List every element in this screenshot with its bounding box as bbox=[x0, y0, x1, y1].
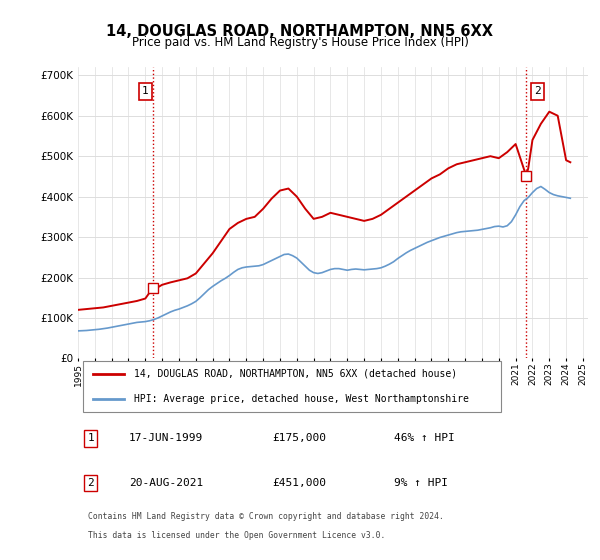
Text: HPI: Average price, detached house, West Northamptonshire: HPI: Average price, detached house, West… bbox=[134, 394, 469, 404]
FancyBboxPatch shape bbox=[83, 361, 502, 412]
Text: 17-JUN-1999: 17-JUN-1999 bbox=[129, 433, 203, 443]
Text: 46% ↑ HPI: 46% ↑ HPI bbox=[394, 433, 455, 443]
Text: 1: 1 bbox=[142, 86, 149, 96]
Text: £451,000: £451,000 bbox=[272, 478, 326, 488]
Text: 14, DOUGLAS ROAD, NORTHAMPTON, NN5 6XX (detached house): 14, DOUGLAS ROAD, NORTHAMPTON, NN5 6XX (… bbox=[134, 368, 457, 379]
Text: 14, DOUGLAS ROAD, NORTHAMPTON, NN5 6XX: 14, DOUGLAS ROAD, NORTHAMPTON, NN5 6XX bbox=[107, 24, 493, 39]
Text: Contains HM Land Registry data © Crown copyright and database right 2024.: Contains HM Land Registry data © Crown c… bbox=[88, 511, 444, 521]
Text: 1: 1 bbox=[88, 433, 94, 443]
Text: 2: 2 bbox=[534, 86, 541, 96]
Text: £175,000: £175,000 bbox=[272, 433, 326, 443]
Text: 9% ↑ HPI: 9% ↑ HPI bbox=[394, 478, 448, 488]
Text: 2: 2 bbox=[88, 478, 94, 488]
Text: This data is licensed under the Open Government Licence v3.0.: This data is licensed under the Open Gov… bbox=[88, 531, 386, 540]
Text: 20-AUG-2021: 20-AUG-2021 bbox=[129, 478, 203, 488]
Text: Price paid vs. HM Land Registry's House Price Index (HPI): Price paid vs. HM Land Registry's House … bbox=[131, 36, 469, 49]
